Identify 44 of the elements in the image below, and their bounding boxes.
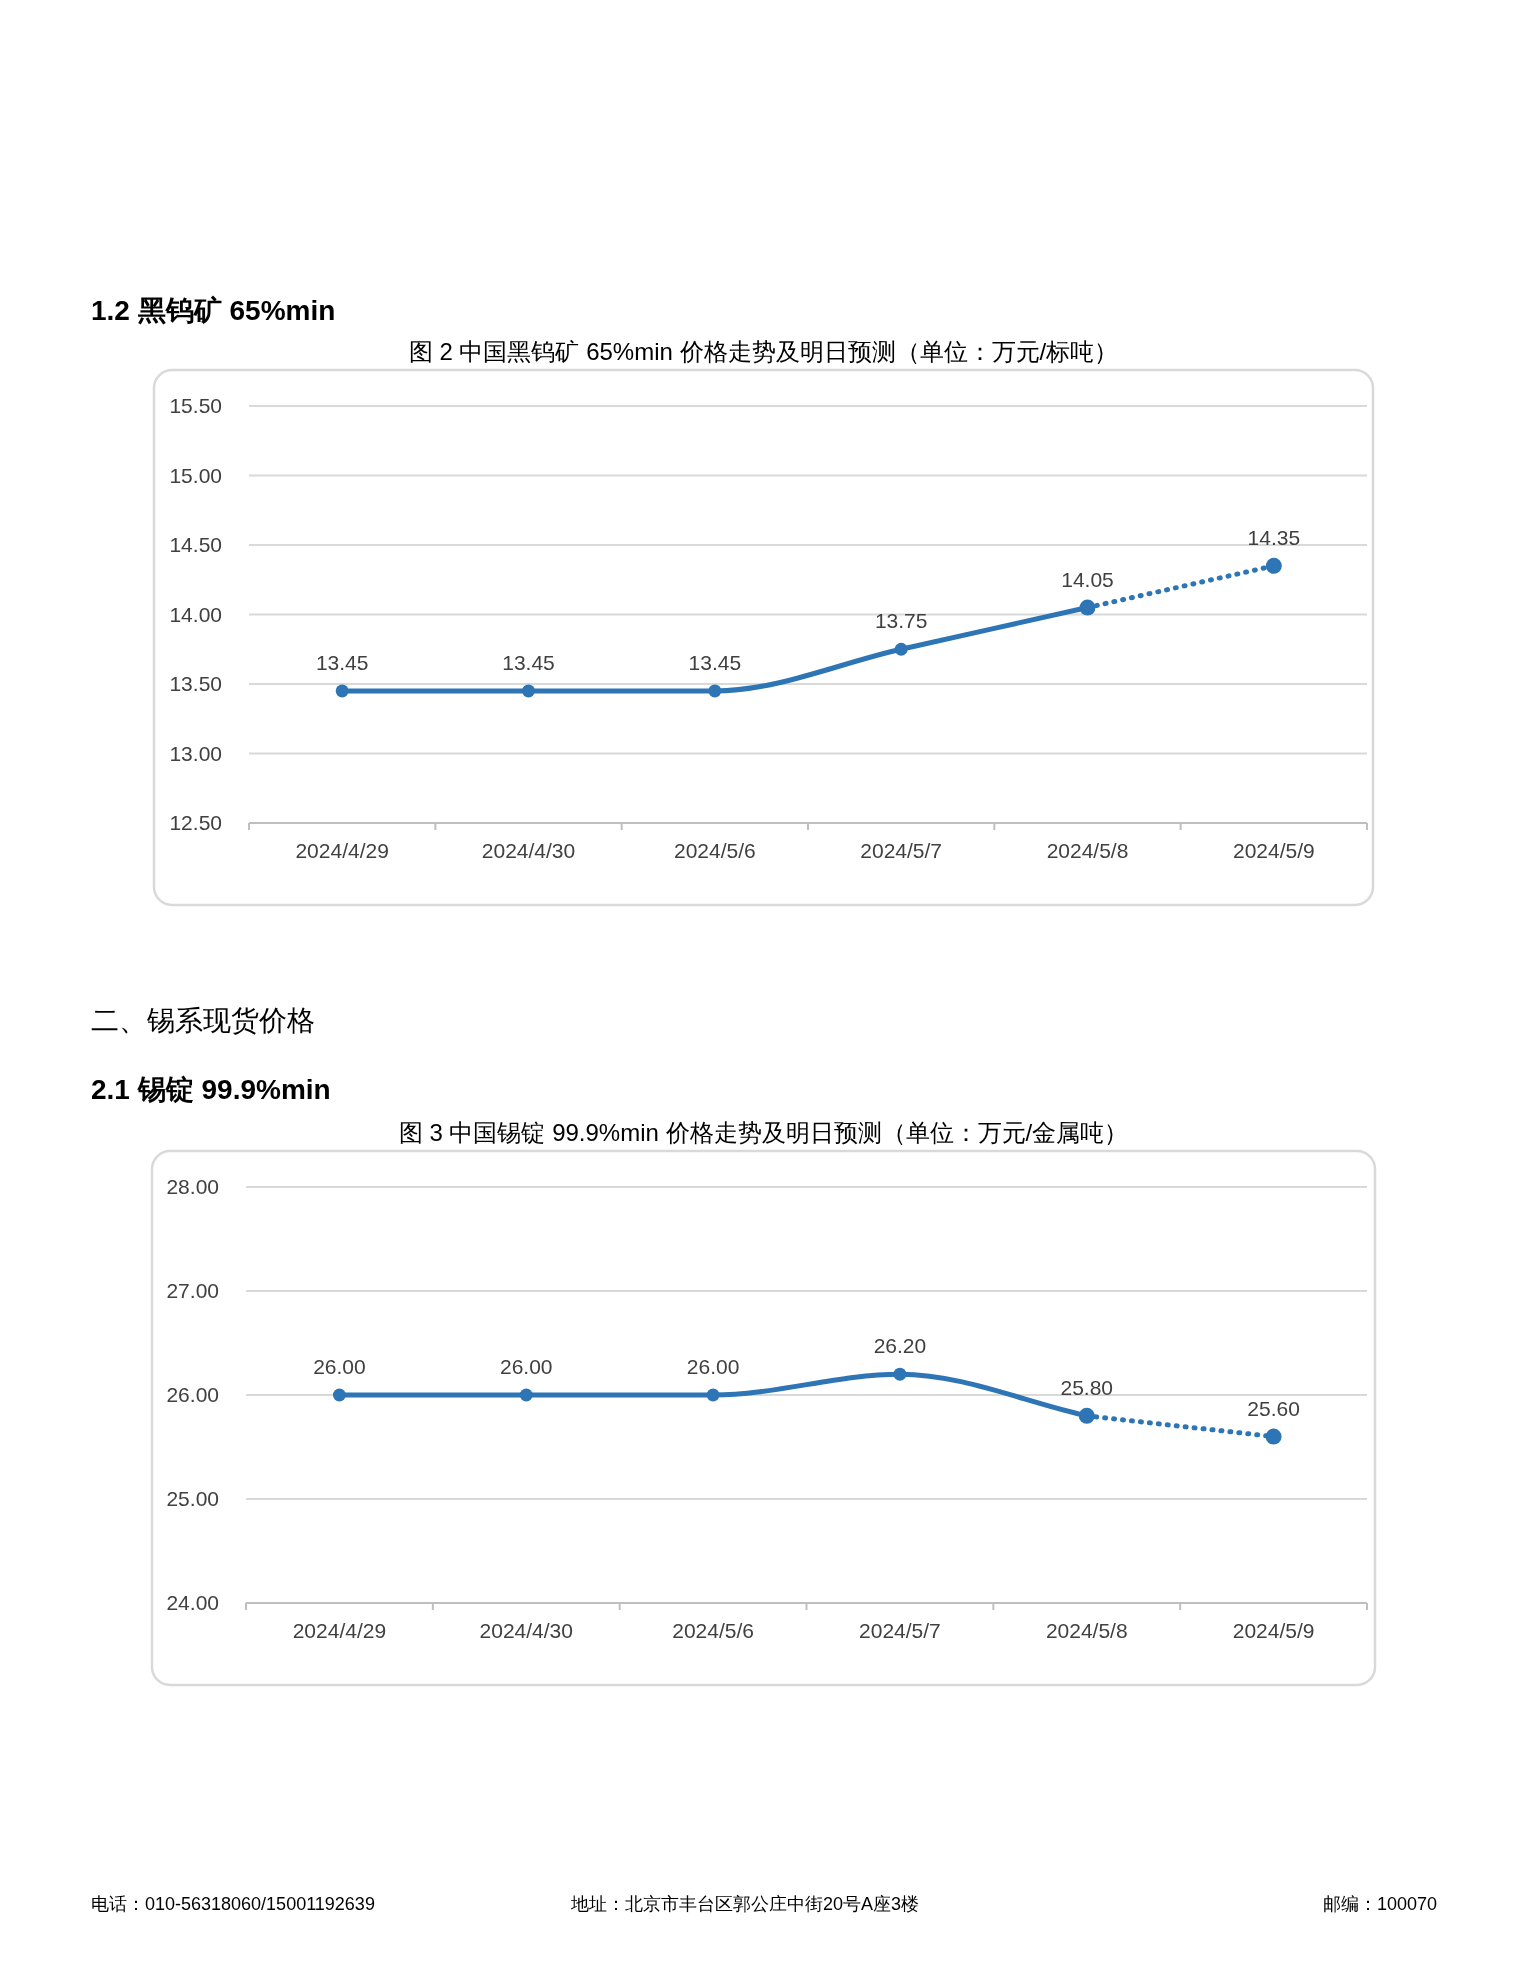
text: 地址：北京市丰台区郭公庄中街20号A座3楼 xyxy=(570,1894,920,1914)
text: 2.1 锡锭 99.9%min xyxy=(91,1074,331,1105)
y-tick-label: 15.50 xyxy=(169,394,222,417)
text: 二、锡系现货价格 xyxy=(91,1005,315,1036)
x-tick-label: 2024/4/30 xyxy=(479,1619,573,1642)
x-tick-label: 2024/5/6 xyxy=(672,1619,754,1642)
x-tick-label: 2024/5/7 xyxy=(860,839,943,862)
y-tick-label: 14.50 xyxy=(169,533,222,556)
data-label: 25.60 xyxy=(1247,1396,1300,1420)
y-tick-label: 24.00 xyxy=(166,1591,219,1614)
data-label: 13.45 xyxy=(502,650,555,674)
y-tick-label: 25.00 xyxy=(166,1487,219,1510)
y-tick-label: 15.00 xyxy=(169,463,222,487)
data-label: 13.75 xyxy=(874,609,928,633)
data-label: 26.00 xyxy=(499,1355,553,1378)
y-tick-label: 13.00 xyxy=(169,741,222,765)
y-tick-label: 13.50 xyxy=(169,672,222,695)
x-tick-label: 2024/5/9 xyxy=(1232,1619,1315,1642)
data-label: 25.80 xyxy=(1060,1375,1114,1399)
data-label: 13.45 xyxy=(688,650,742,674)
chart-title: 图 3 中国锡锭 99.9%min 价格走势及明日预测（单位：万元/金属吨） xyxy=(398,1119,1129,1146)
y-tick-label: 26.00 xyxy=(166,1383,219,1406)
data-label: 26.20 xyxy=(873,1334,927,1358)
data-label: 14.05 xyxy=(1061,567,1114,591)
y-tick-label: 28.00 xyxy=(166,1175,219,1198)
x-tick-label: 2024/4/29 xyxy=(292,1619,387,1642)
text: 1.2 黑钨矿 65%min xyxy=(91,295,336,326)
y-tick-label: 14.00 xyxy=(169,602,222,626)
x-tick-label: 2024/5/7 xyxy=(859,1619,941,1642)
chart-title: 图 2 中国黑钨矿 65%min 价格走势及明日预测（单位：万元/标吨） xyxy=(408,338,1119,365)
data-label: 26.00 xyxy=(686,1355,740,1378)
y-tick-label: 12.50 xyxy=(169,811,222,834)
text: 电话：010-56318060/15001192639 xyxy=(91,1894,375,1914)
data-label: 26.00 xyxy=(313,1355,366,1378)
x-tick-label: 2024/5/6 xyxy=(673,839,756,862)
x-tick-label: 2024/5/8 xyxy=(1046,839,1129,862)
data-label: 13.45 xyxy=(315,650,369,674)
x-tick-label: 2024/5/8 xyxy=(1045,1619,1128,1642)
text: 邮编：100070 xyxy=(1322,1894,1437,1914)
x-tick-label: 2024/4/30 xyxy=(481,839,576,862)
data-label: 14.35 xyxy=(1247,525,1301,549)
x-tick-label: 2024/5/9 xyxy=(1232,839,1315,862)
x-tick-label: 2024/4/29 xyxy=(295,839,389,862)
y-tick-label: 27.00 xyxy=(166,1279,219,1302)
